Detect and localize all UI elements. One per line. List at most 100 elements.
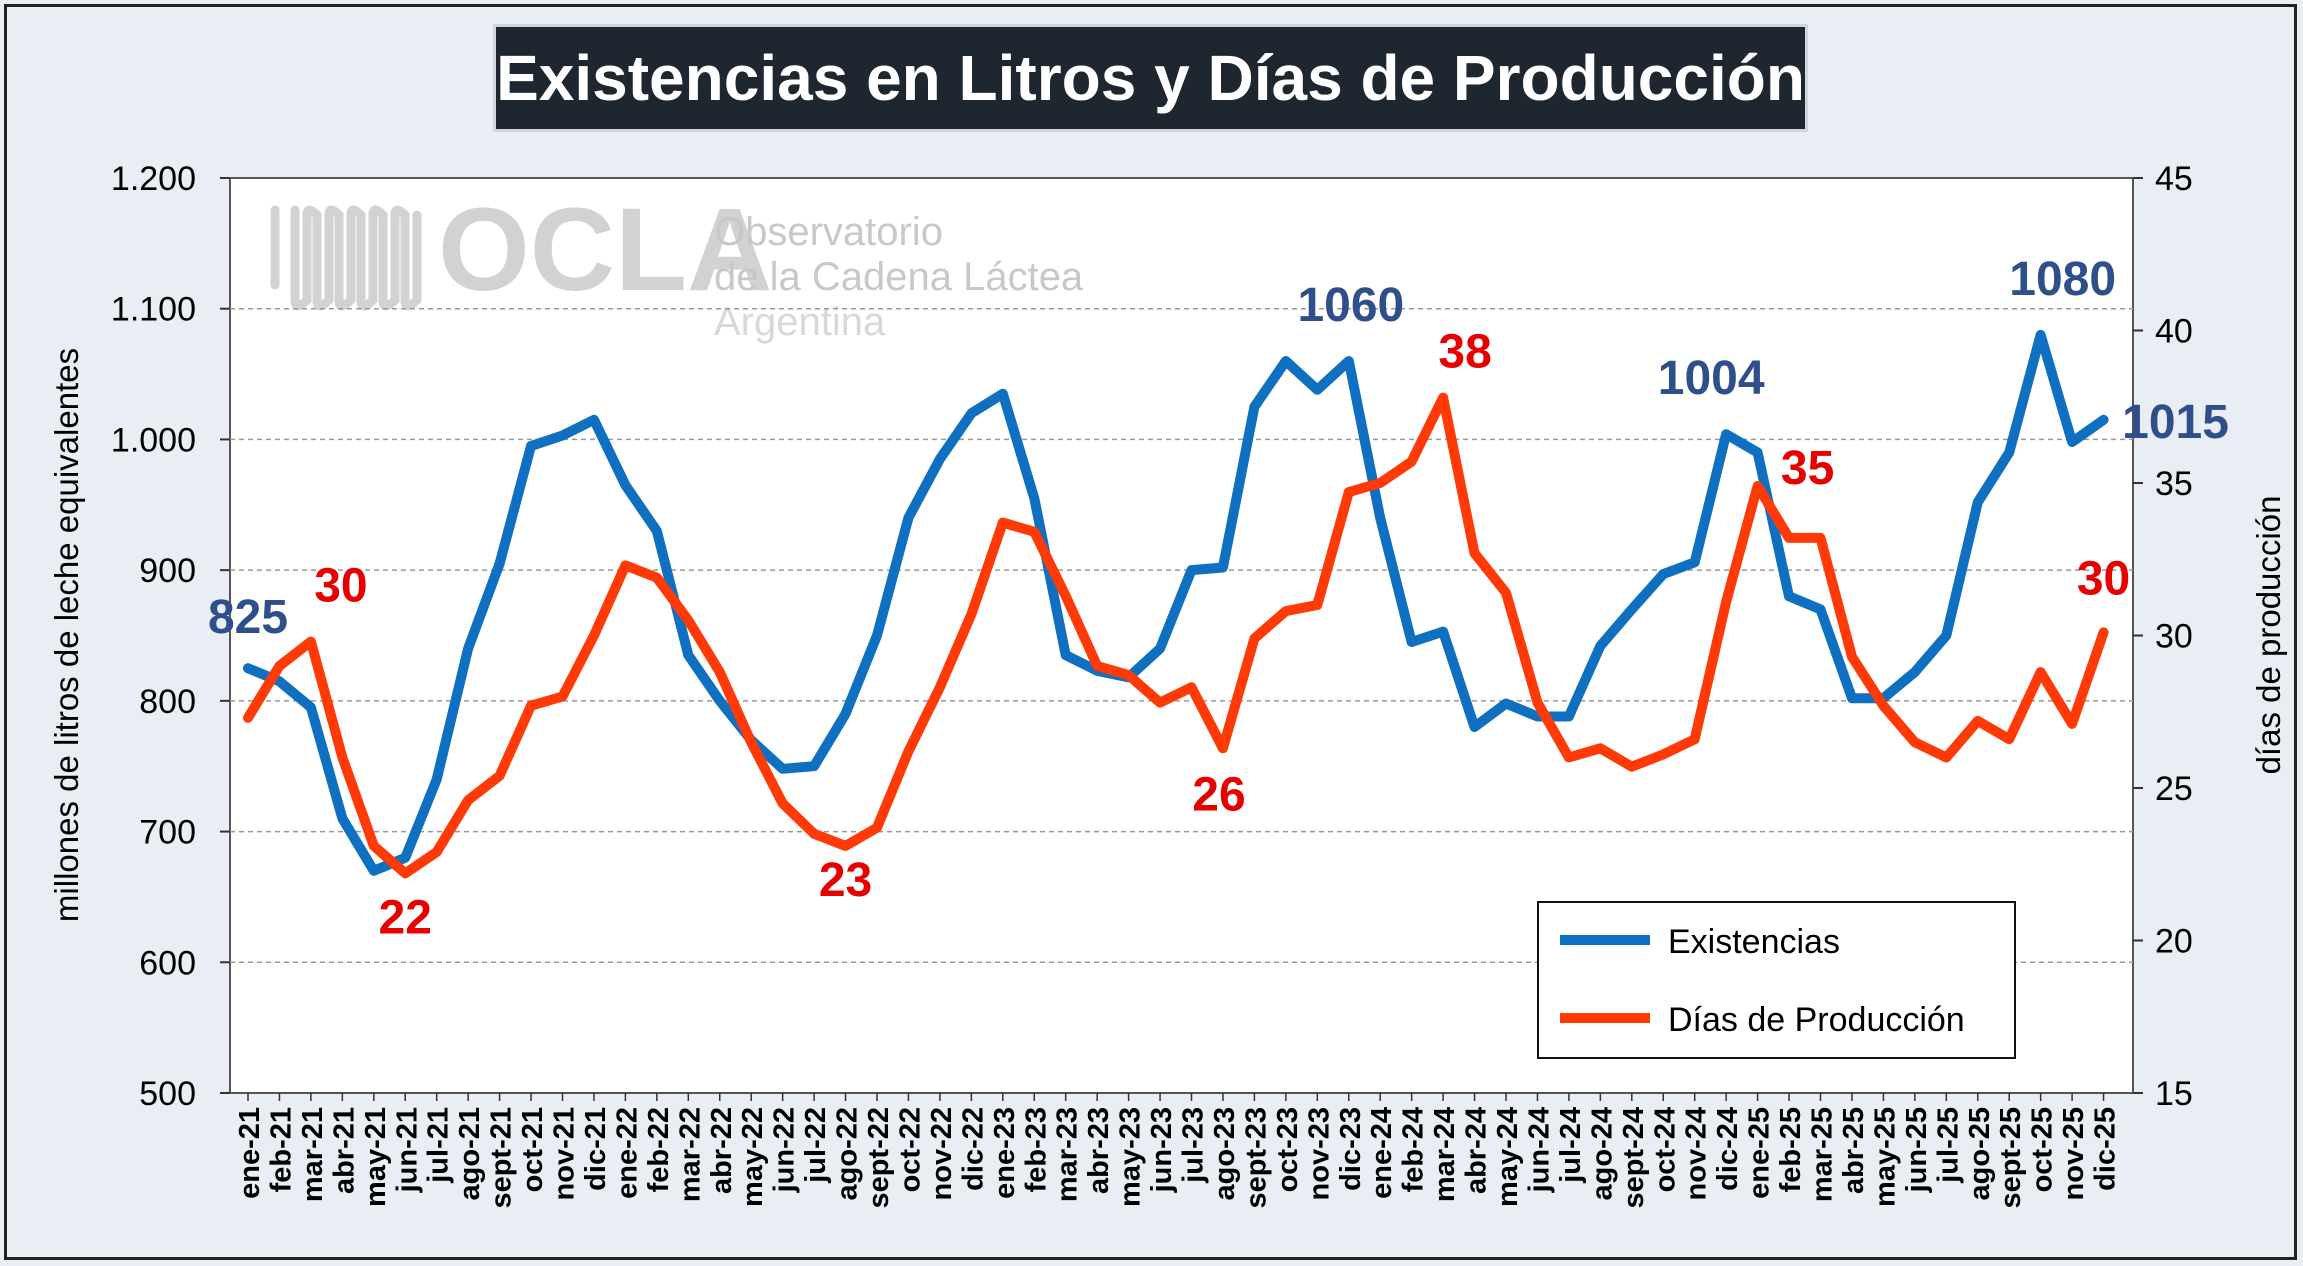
x-tick-label: jul-23 — [1178, 1107, 1210, 1184]
x-tick-label: ago-22 — [832, 1107, 864, 1200]
series-lines — [243, 329, 2109, 879]
y2-tick-label: 20 — [2155, 923, 2193, 961]
x-tick-label: jun-25 — [1901, 1107, 1933, 1193]
ocla-line2: de la Cadena Láctea — [714, 255, 1084, 299]
x-tick-label: sept-21 — [486, 1107, 518, 1209]
data-label-existencias: 1080 — [2009, 253, 2116, 306]
data-labels: 825 1060 1004 1080 1015 30 22 23 26 38 35 30 — [208, 253, 2229, 945]
x-tick-label: jul-24 — [1555, 1107, 1587, 1184]
x-tick-label: ago-24 — [1586, 1107, 1618, 1200]
ocla-watermark: OCLA Observatorio de la Cadena Láctea Ar… — [270, 184, 1084, 344]
x-tick-label: sept-24 — [1618, 1107, 1650, 1209]
x-tick-label: sept-25 — [1995, 1107, 2027, 1209]
data-label-dias: 38 — [1438, 326, 1491, 379]
x-tick-label: mar-21 — [297, 1107, 329, 1202]
data-label-existencias: 825 — [208, 591, 288, 644]
x-tick-label: ene-25 — [1744, 1107, 1776, 1199]
y2-tick-label: 30 — [2155, 618, 2193, 656]
y-tick-label: 600 — [139, 944, 196, 982]
data-label-existencias: 1015 — [2122, 396, 2229, 449]
legend-box — [1537, 901, 2016, 1059]
x-tick-label: sept-22 — [863, 1107, 895, 1209]
x-tick-label: oct-22 — [894, 1107, 926, 1192]
y2-tick-label: 40 — [2155, 313, 2193, 351]
x-tick-label: dic-23 — [1335, 1107, 1367, 1191]
x-tick-label: may-24 — [1492, 1107, 1524, 1207]
x-tick-label: may-22 — [737, 1107, 769, 1207]
x-tick-label: abr-24 — [1461, 1107, 1493, 1194]
x-tick-label: oct-23 — [1272, 1107, 1304, 1192]
x-tick-label: nov-25 — [2058, 1107, 2090, 1200]
legend: Existencias Días de Producción — [1537, 901, 2016, 1059]
axes: 500 600 700 800 900 1.000 1.100 1.200 15 20 25 30 35… — [48, 160, 2287, 1209]
x-tick-label: nov-22 — [926, 1107, 958, 1200]
ocla-brand-text: OCLA — [438, 184, 772, 316]
x-tick-label: mar-23 — [1052, 1107, 1084, 1202]
x-tick-label: ago-21 — [454, 1107, 486, 1200]
x-tick-label: jul-21 — [423, 1107, 455, 1184]
x-tick-label: abr-22 — [706, 1107, 738, 1194]
legend-label-dias: Días de Producción — [1668, 1001, 1965, 1039]
x-tick-label: may-23 — [1115, 1107, 1147, 1207]
y-tick-label: 500 — [139, 1075, 196, 1113]
x-tick-label: nov-23 — [1303, 1107, 1335, 1200]
x-tick-label: jun-24 — [1523, 1107, 1555, 1193]
y-tick-label: 1.000 — [111, 421, 196, 459]
y-tick-label: 1.200 — [111, 160, 196, 198]
x-tick-label: mar-25 — [1807, 1107, 1839, 1202]
x-tick-label: ago-23 — [1209, 1107, 1241, 1200]
x-tick-label: may-21 — [360, 1107, 392, 1207]
y2-tick-label: 15 — [2155, 1075, 2193, 1113]
y-tick-label: 1.100 — [111, 291, 196, 329]
x-tick-label: oct-21 — [517, 1107, 549, 1192]
x-tick-label: feb-22 — [643, 1107, 675, 1192]
x-tick-label: ene-21 — [234, 1107, 266, 1199]
y-tick-label: 900 — [139, 552, 196, 590]
y-tick-label: 800 — [139, 683, 196, 721]
x-tick-label: feb-24 — [1398, 1107, 1430, 1192]
y2-tick-label: 25 — [2155, 770, 2193, 808]
x-tick-label: feb-25 — [1775, 1107, 1807, 1192]
data-label-dias: 22 — [379, 891, 432, 944]
data-label-existencias: 1060 — [1297, 279, 1404, 332]
x-tick-label: mar-24 — [1429, 1107, 1461, 1202]
x-tick-label: abr-21 — [328, 1107, 360, 1194]
x-tick-label: ene-23 — [989, 1107, 1021, 1199]
x-tick-label: abr-23 — [1083, 1107, 1115, 1194]
x-tick-label: dic-25 — [2090, 1107, 2122, 1191]
data-label-dias: 30 — [2077, 552, 2130, 605]
x-tick-label: feb-21 — [265, 1107, 297, 1192]
data-label-dias: 30 — [314, 560, 367, 613]
x-tick-label: nov-24 — [1681, 1107, 1713, 1200]
x-tick-label: jun-22 — [769, 1107, 801, 1193]
ocla-line1: Observatorio — [714, 210, 943, 254]
y2-tick-label: 45 — [2155, 160, 2193, 198]
ocla-line3: Argentina — [714, 300, 886, 344]
series-line-existencias — [243, 329, 2109, 876]
y2-axis-title: días de producción — [2250, 496, 2287, 775]
chart-title: Existencias en Litros y Días de Producci… — [493, 24, 1808, 132]
series-line-dias — [243, 392, 2109, 879]
x-tick-label: jul-22 — [800, 1107, 832, 1184]
y-tick-label: 700 — [139, 814, 196, 852]
x-tick-label: ago-25 — [1964, 1107, 1996, 1200]
x-tick-label: mar-22 — [674, 1107, 706, 1202]
x-tick-label: dic-22 — [957, 1107, 989, 1191]
x-tick-label: sept-23 — [1240, 1107, 1272, 1209]
data-label-dias: 26 — [1192, 768, 1245, 821]
data-label-dias: 35 — [1781, 442, 1834, 495]
data-label-existencias: 1004 — [1658, 352, 1765, 405]
y2-tick-label: 35 — [2155, 465, 2193, 503]
x-tick-label: jun-21 — [391, 1107, 423, 1193]
data-label-dias: 23 — [819, 854, 872, 907]
x-tick-label: may-25 — [1869, 1107, 1901, 1207]
x-tick-label: oct-25 — [2027, 1107, 2059, 1192]
x-tick-label: nov-21 — [549, 1107, 581, 1200]
x-tick-label: oct-24 — [1649, 1107, 1681, 1192]
x-tick-label: abr-25 — [1838, 1107, 1870, 1194]
x-tick-label: feb-23 — [1020, 1107, 1052, 1192]
ocla-logo-icon — [270, 205, 422, 311]
legend-label-existencias: Existencias — [1668, 923, 1840, 961]
y-axis-title: millones de litros de leche equivalentes — [48, 348, 85, 922]
